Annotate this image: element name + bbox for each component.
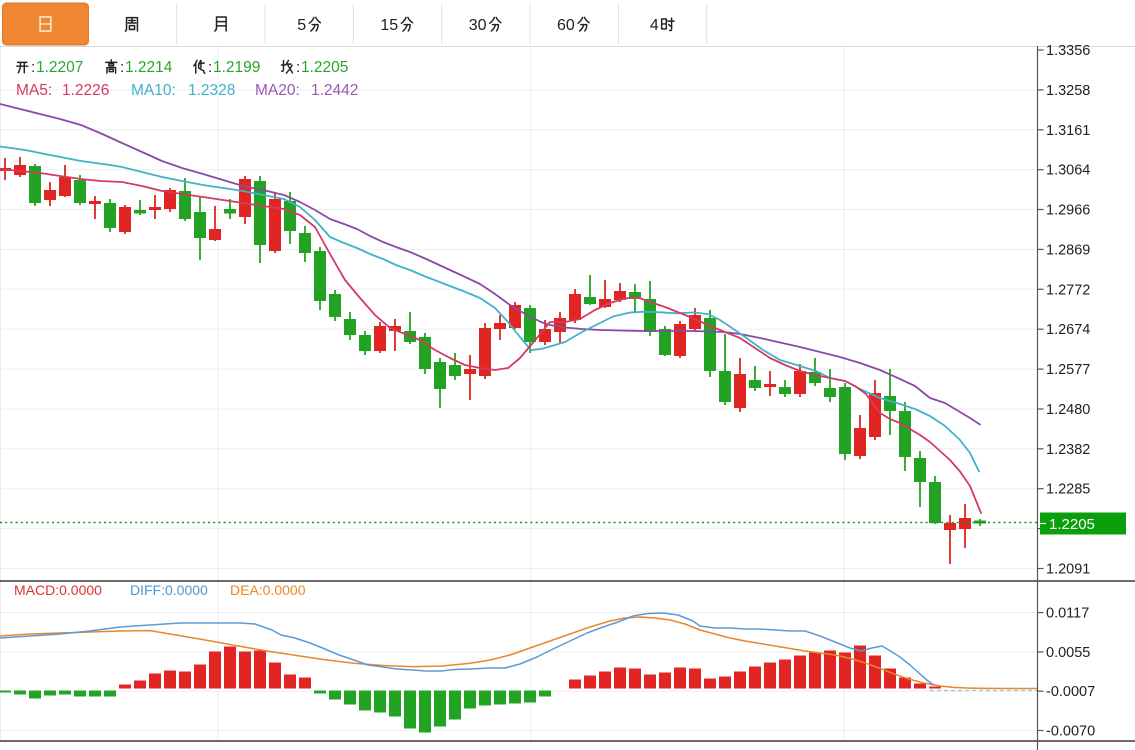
svg-text:1.3064: 1.3064 <box>1046 163 1090 179</box>
svg-text:1.2285: 1.2285 <box>1046 482 1090 498</box>
svg-text:60: 60 <box>557 17 575 34</box>
svg-text:30: 30 <box>469 17 487 34</box>
svg-text::: : <box>31 59 35 76</box>
svg-text:1.2207: 1.2207 <box>36 59 83 76</box>
svg-text:-0.0070: -0.0070 <box>1046 724 1095 740</box>
svg-text:1.2480: 1.2480 <box>1046 402 1090 418</box>
svg-text:1.2442: 1.2442 <box>311 82 358 99</box>
svg-text:1.2328: 1.2328 <box>188 82 235 99</box>
svg-text:0.0055: 0.0055 <box>1046 645 1090 661</box>
svg-text:15: 15 <box>380 17 398 34</box>
svg-text:DEA:0.0000: DEA:0.0000 <box>230 582 306 598</box>
svg-text:1.2199: 1.2199 <box>213 59 260 76</box>
svg-text:1.2869: 1.2869 <box>1046 242 1090 258</box>
svg-text:MA20:: MA20: <box>255 82 300 99</box>
svg-text:MA10:: MA10: <box>131 82 176 99</box>
svg-text:MACD:0.0000: MACD:0.0000 <box>14 582 102 598</box>
svg-text:1.2674: 1.2674 <box>1046 322 1090 338</box>
svg-text:1.2226: 1.2226 <box>62 82 109 99</box>
svg-text::: : <box>296 59 300 76</box>
svg-text:1.2577: 1.2577 <box>1046 362 1090 378</box>
svg-text:1.2966: 1.2966 <box>1046 203 1090 219</box>
svg-text:1.3161: 1.3161 <box>1046 123 1090 139</box>
svg-text:-0.0007: -0.0007 <box>1046 684 1095 700</box>
svg-text:1.2214: 1.2214 <box>125 59 173 76</box>
svg-text:1.2205: 1.2205 <box>301 59 348 76</box>
svg-text:1.2091: 1.2091 <box>1046 562 1090 578</box>
svg-text:1.2205: 1.2205 <box>1049 516 1095 533</box>
svg-text:DIFF:0.0000: DIFF:0.0000 <box>130 582 208 598</box>
svg-text:1.2772: 1.2772 <box>1046 282 1090 298</box>
svg-text:5: 5 <box>297 17 306 34</box>
svg-text:1.2382: 1.2382 <box>1046 442 1090 458</box>
svg-text:4: 4 <box>650 17 659 34</box>
svg-text::: : <box>208 59 212 76</box>
svg-text::: : <box>120 59 124 76</box>
svg-text:MA5:: MA5: <box>16 82 52 99</box>
svg-text:1.3258: 1.3258 <box>1046 83 1090 99</box>
svg-text:0.0117: 0.0117 <box>1046 606 1089 622</box>
svg-text:1.3356: 1.3356 <box>1046 43 1090 59</box>
